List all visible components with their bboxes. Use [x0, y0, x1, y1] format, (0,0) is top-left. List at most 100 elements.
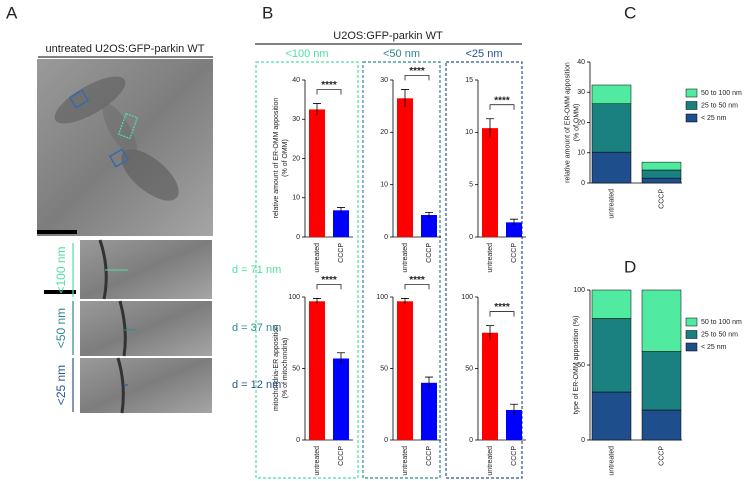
y-axis-label: (% of OMM): [573, 104, 580, 142]
legend-label: 25 to 50 nm: [701, 102, 738, 109]
y-tick-label: 0: [469, 234, 473, 241]
legend-swatch: [685, 88, 698, 98]
error-bar: [401, 298, 409, 305]
panel-label: A: [6, 3, 18, 22]
error-bar: [401, 89, 409, 108]
y-axis-label: type of ER-OMM apposition (%): [573, 316, 580, 415]
bar: [333, 210, 349, 237]
y-tick-label: 100: [573, 287, 585, 294]
y-tick-label: 100: [461, 294, 473, 301]
bar-segment: [641, 169, 682, 179]
column-frame: [445, 61, 523, 479]
annotation: ****: [321, 275, 337, 286]
bar-segment: [591, 151, 632, 184]
x-tick-label: CCCP: [426, 446, 433, 466]
annotation: ****: [494, 302, 510, 313]
legend-label: < 25 nm: [701, 344, 727, 351]
column-frame: [362, 61, 441, 479]
error-bar: [425, 212, 433, 218]
legend-label: 50 to 100 nm: [701, 90, 742, 97]
error-bar: [425, 376, 433, 389]
y-tick-label: 20: [577, 119, 585, 126]
x-tick-label: untreated: [487, 446, 494, 476]
y-tick-label: 10: [577, 150, 585, 157]
distance-label: d = 12 nm: [232, 379, 281, 391]
y-tick-label: 10: [380, 182, 388, 189]
y-tick-label: 0: [469, 437, 473, 444]
y-axis-label: (% of OMM): [282, 139, 289, 177]
error-bar: [337, 207, 345, 214]
legend-swatch: [685, 342, 698, 352]
x-tick-label: untreated: [314, 446, 321, 476]
x-tick-label: CCCP: [658, 189, 665, 209]
bar-segment: [591, 391, 632, 441]
bar: [421, 215, 437, 237]
error-bar: [337, 352, 345, 365]
distance-label: d = 71 nm: [232, 264, 281, 276]
range-label: <25 nm: [54, 365, 68, 405]
micrograph: [80, 301, 212, 356]
y-tick-label: 50: [380, 365, 388, 372]
bar-segment: [591, 84, 632, 104]
distance-label: d = 37 nm: [232, 322, 281, 334]
bar-segment: [591, 318, 632, 393]
error-bar: [510, 218, 518, 226]
scale-bar: [44, 290, 76, 294]
y-tick-label: 50: [577, 362, 585, 369]
error-bar: [486, 118, 494, 138]
bar: [309, 109, 325, 237]
significance-bracket: [489, 311, 515, 317]
bar-segment: [591, 103, 632, 153]
bar: [421, 382, 437, 440]
y-tick-label: 10: [292, 195, 300, 202]
y-tick-label: 15: [465, 77, 473, 84]
panel-label: C: [624, 3, 636, 22]
significance-bracket: [316, 284, 342, 290]
y-tick-label: 0: [581, 437, 585, 444]
micrograph: [80, 240, 212, 299]
significance-bracket: [489, 104, 515, 110]
bar: [482, 332, 498, 440]
mitochondrion: [102, 103, 138, 157]
annotation: ****: [409, 66, 425, 77]
panel-label: B: [262, 3, 273, 22]
bar-segment: [641, 351, 682, 411]
y-axis-label: (% of mitochondria): [282, 338, 289, 399]
legend-label: < 25 nm: [701, 115, 727, 122]
column-header: <50 nm: [383, 48, 420, 60]
mitochondrion: [54, 76, 126, 124]
bar: [506, 409, 522, 440]
legend-swatch: [685, 113, 698, 123]
y-tick-label: 0: [384, 437, 388, 444]
mitochondrion: [121, 149, 179, 201]
y-axis-label: relative amount of ER-OMM apposition: [273, 98, 280, 219]
bar: [397, 301, 413, 440]
bar-segment: [641, 289, 682, 352]
x-tick-label: CCCP: [426, 243, 433, 263]
bar-segment: [641, 161, 682, 171]
bar-segment: [641, 177, 682, 184]
range-label: <100 nm: [54, 246, 68, 293]
x-tick-label: untreated: [608, 189, 615, 219]
error-bar: [313, 103, 321, 116]
y-tick-label: 100: [376, 294, 388, 301]
y-tick-label: 5: [469, 182, 473, 189]
y-tick-label: 30: [380, 77, 388, 84]
annotation: ****: [321, 80, 337, 91]
y-tick-label: 50: [465, 365, 473, 372]
bar: [482, 128, 498, 237]
bar: [506, 222, 522, 237]
significance-bracket: [404, 284, 430, 290]
y-tick-label: 20: [380, 129, 388, 136]
x-tick-label: CCCP: [338, 243, 345, 263]
range-label: <50 nm: [54, 308, 68, 348]
legend-swatch: [685, 330, 698, 339]
y-tick-label: 0: [384, 234, 388, 241]
legend-swatch: [685, 317, 698, 327]
column-header: <25 nm: [466, 48, 503, 60]
x-tick-label: CCCP: [511, 243, 518, 263]
bar: [309, 301, 325, 440]
bar: [333, 358, 349, 440]
x-tick-label: untreated: [314, 243, 321, 273]
